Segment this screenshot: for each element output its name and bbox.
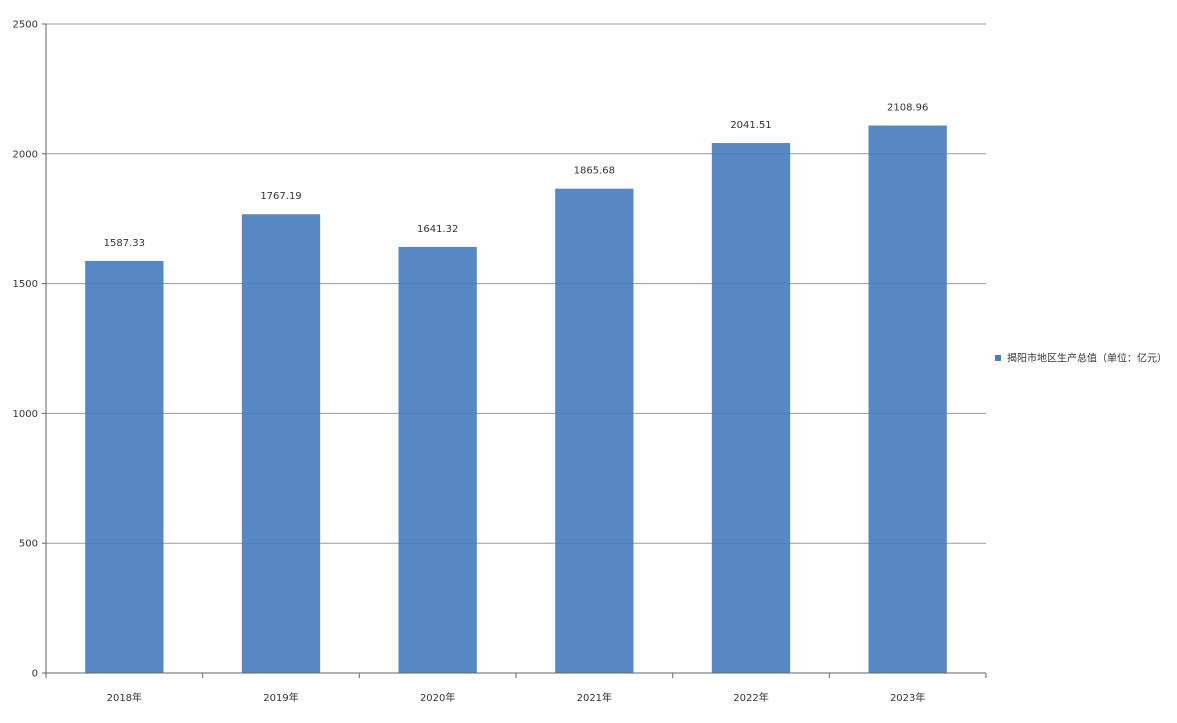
y-axis-ticks: 0 500 1000 1500 2000 2500 [13, 20, 46, 680]
y-tick-label: 500 [19, 539, 38, 550]
bar[interactable] [555, 188, 634, 673]
grid-lines [46, 23, 986, 544]
bars [85, 125, 947, 674]
x-tick-label: 2021年 [577, 691, 612, 704]
y-tick-label: 1500 [13, 279, 38, 290]
legend-item[interactable]: 揭阳市地区生产总值（单位：亿元） [995, 352, 1167, 365]
axes [45, 24, 986, 674]
bar[interactable] [241, 214, 321, 673]
y-tick-label: 0 [32, 669, 38, 680]
data-label: 1767.19 [260, 191, 301, 202]
x-tick-label: 2023年 [890, 691, 925, 704]
legend-swatch [995, 355, 1001, 361]
bar[interactable] [398, 246, 477, 673]
x-tick-label: 2018年 [107, 691, 142, 704]
y-tick-label: 2000 [13, 149, 38, 160]
y-tick-label: 2500 [13, 20, 38, 31]
legend[interactable]: 揭阳市地区生产总值（单位：亿元） [995, 352, 1167, 365]
bar[interactable] [85, 260, 164, 673]
x-tick-label: 2022年 [733, 691, 768, 704]
y-tick-label: 1000 [13, 409, 38, 420]
legend-label: 揭阳市地区生产总值（单位：亿元） [1007, 352, 1167, 365]
x-tick-label: 2020年 [420, 691, 455, 704]
bar[interactable] [711, 143, 791, 674]
x-axis-ticks: 2018年 2019年 2020年 2021年 2022年 2023年 [45, 673, 987, 704]
data-labels: 1587.33 1767.19 1641.32 1865.68 2041.51 2108.… [104, 103, 929, 249]
data-label: 2108.96 [887, 103, 928, 114]
data-label: 2041.51 [730, 120, 771, 131]
bar[interactable] [868, 125, 947, 674]
x-tick-label: 2019年 [263, 691, 298, 704]
data-label: 1641.32 [417, 224, 458, 235]
data-label: 1865.68 [574, 166, 615, 177]
data-label: 1587.33 [104, 238, 145, 249]
